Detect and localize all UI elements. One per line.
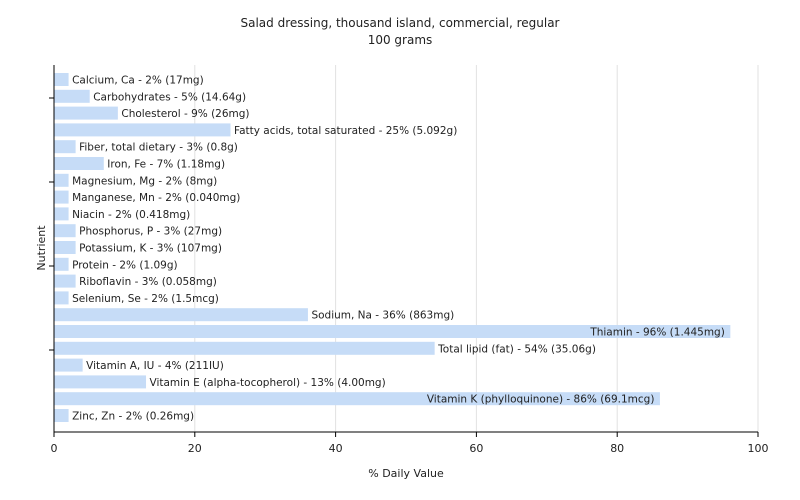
grid	[194, 65, 759, 432]
y-axis-label: Nutrient	[35, 225, 48, 271]
x-tick-label: 100	[748, 442, 769, 455]
bar	[54, 274, 76, 288]
bar-label: Protein - 2% (1.09g)	[72, 259, 178, 271]
x-axis-label: % Daily Value	[368, 467, 444, 480]
chart-subtitle: 100 grams	[368, 33, 433, 47]
bars: Calcium, Ca - 2% (17mg) Carbohydrates - 5…	[54, 73, 731, 423]
bar	[54, 89, 90, 103]
bar-label: Cholesterol - 9% (26mg)	[121, 108, 249, 120]
bar	[54, 392, 660, 406]
x-tick-label: 40	[329, 442, 343, 455]
bar-label: Vitamin K (phylloquinone) - 86% (69.1mcg…	[427, 394, 655, 406]
bar	[54, 106, 118, 120]
bar-label: Total lipid (fat) - 54% (35.06g)	[437, 343, 596, 355]
bar	[54, 224, 76, 238]
bar-label: Fiber, total dietary - 3% (0.8g)	[79, 142, 238, 154]
bar	[54, 257, 69, 271]
bar	[54, 140, 76, 154]
bar-label: Niacin - 2% (0.418mg)	[72, 209, 190, 221]
bar	[54, 241, 76, 254]
bar	[54, 73, 69, 86]
bar	[54, 409, 69, 422]
bar	[54, 173, 69, 187]
bar	[54, 207, 69, 221]
x-tick-label: 80	[610, 442, 624, 455]
bar-label: Potassium, K - 3% (107mg)	[79, 243, 222, 255]
bar	[54, 123, 231, 137]
bar-label: Carbohydrates - 5% (14.64g)	[93, 91, 246, 103]
bar	[54, 341, 435, 355]
bar-label: Iron, Fe - 7% (1.18mg)	[107, 159, 225, 171]
bar-label: Calcium, Ca - 2% (17mg)	[72, 75, 204, 87]
bar-label: Manganese, Mn - 2% (0.040mg)	[72, 192, 240, 204]
bar-label: Selenium, Se - 2% (1.5mcg)	[72, 293, 219, 305]
bar	[54, 358, 83, 372]
x-tick-label: 0	[51, 442, 58, 455]
bar	[54, 190, 69, 204]
bar-label: Zinc, Zn - 2% (0.26mg)	[72, 411, 194, 423]
bar	[54, 375, 147, 389]
x-tick-label: 20	[188, 442, 202, 455]
bar-label: Vitamin E (alpha-tocopherol) - 13% (4.00…	[150, 377, 386, 389]
bar-label: Vitamin A, IU - 4% (211IU)	[86, 360, 224, 372]
x-tick-label: 60	[469, 442, 483, 455]
bar	[54, 291, 69, 305]
bar-label: Magnesium, Mg - 2% (8mg)	[72, 175, 217, 187]
bar	[54, 157, 104, 170]
bar-label: Fatty acids, total saturated - 25% (5.09…	[234, 125, 457, 137]
bar-label: Phosphorus, P - 3% (27mg)	[79, 226, 222, 238]
axes: 0 20 40 60 80 100	[49, 65, 769, 455]
bar-label: Sodium, Na - 36% (863mg)	[311, 310, 454, 322]
chart-title: Salad dressing, thousand island, commerc…	[241, 16, 560, 30]
bar	[54, 308, 308, 322]
bar-label: Thiamin - 96% (1.445mg)	[589, 327, 725, 339]
bar	[54, 325, 731, 338]
bar-label: Riboflavin - 3% (0.058mg)	[79, 276, 217, 288]
